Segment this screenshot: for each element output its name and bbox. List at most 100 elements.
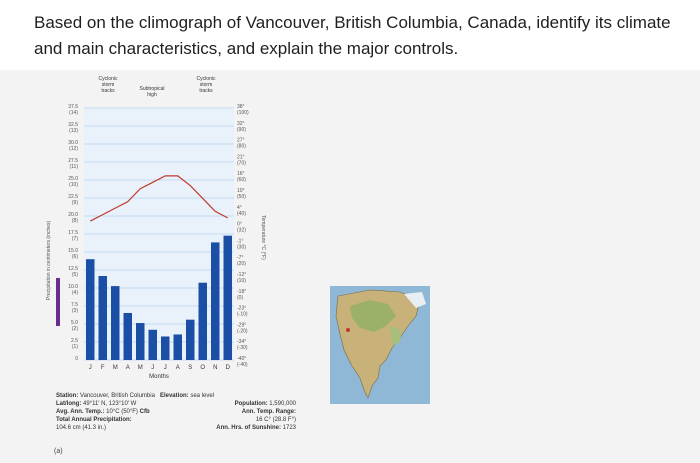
month-label: J xyxy=(151,365,154,371)
temp-tick-label: (80) xyxy=(237,144,246,150)
storm-annotation: storm xyxy=(102,82,115,88)
precip-tick-label: 7.5 xyxy=(71,302,78,308)
storm-annotation: Cyclonic xyxy=(197,76,216,82)
temp-tick-label: -18° xyxy=(237,289,246,295)
precip-tick-label: (4) xyxy=(72,290,78,296)
temp-axis-label: Temperature °C (°F) xyxy=(260,215,266,260)
precip-tick-label: (5) xyxy=(72,272,78,278)
temp-tick-label: 27° xyxy=(237,138,245,144)
temp-tick-label: -12° xyxy=(237,272,246,278)
precip-tick-label: 0 xyxy=(75,356,78,362)
temp-tick-label: (90) xyxy=(237,127,246,133)
month-label: J xyxy=(164,365,167,371)
precip-tick-label: 30.0 xyxy=(68,140,78,146)
precip-tick-label: 25.0 xyxy=(68,176,78,182)
precip-bar xyxy=(223,235,232,360)
temp-tick-label: 4° xyxy=(237,205,242,211)
precip-bar xyxy=(148,329,157,360)
precip-tick-label: (2) xyxy=(72,326,78,332)
precip-value: 104.6 cm (41.3 in.) xyxy=(56,425,107,431)
precip-tick-label: 5.0 xyxy=(71,320,78,326)
sunshine-value: 1723 xyxy=(282,425,296,431)
climate-code: Cfb xyxy=(139,409,150,415)
temp-range-value: 16 C° (28.8 F°) xyxy=(255,417,296,423)
precip-bar xyxy=(111,286,120,360)
temp-tick-label: 10° xyxy=(237,188,245,194)
temp-tick-label: -40° xyxy=(237,356,246,362)
temp-range-label: Ann. Temp. Range: xyxy=(241,409,296,415)
month-label: O xyxy=(200,365,205,371)
temp-tick-label: (30) xyxy=(237,244,246,250)
precip-bar xyxy=(186,319,195,360)
temp-tick-label: (0) xyxy=(237,295,243,301)
question-text: Based on the climograph of Vancouver, Br… xyxy=(34,13,671,58)
storm-annotation: high xyxy=(147,92,157,98)
temp-tick-label: (20) xyxy=(237,261,246,267)
precip-tick-label: 10.0 xyxy=(68,284,78,290)
climograph-figure: 37.5 (14) 32.5 (13) 30.0 (12) 27.5 (11) 25.0 (10)… xyxy=(0,70,700,463)
storm-annotation: tracks xyxy=(101,88,115,94)
temp-tick-label: 38° xyxy=(237,104,245,110)
precip-tick-label: 20.0 xyxy=(68,212,78,218)
precip-bar xyxy=(198,282,207,360)
x-axis-label: Months xyxy=(149,374,169,380)
precip-tick-label: 27.5 xyxy=(68,158,78,164)
precip-tick-label: (9) xyxy=(72,200,78,206)
temp-tick-label: (32) xyxy=(237,228,246,234)
temp-tick-label: (-20) xyxy=(237,328,248,334)
month-label: S xyxy=(188,365,192,371)
precip-tick-label: 15.0 xyxy=(68,248,78,254)
temp-tick-label: -29° xyxy=(237,322,246,328)
temp-tick-label: (100) xyxy=(237,110,249,116)
temp-tick-label: -23° xyxy=(237,306,246,312)
precip-tick-label: (3) xyxy=(72,308,78,314)
precip-bar xyxy=(98,276,107,360)
month-label: M xyxy=(113,365,118,371)
month-label: A xyxy=(176,365,180,371)
precip-tick-label: (12) xyxy=(69,146,78,152)
temp-tick-label: 21° xyxy=(237,154,245,160)
latlong-value: 49°11′ N, 123°10′ W xyxy=(83,401,137,407)
precip-bar xyxy=(173,334,182,360)
precip-bar xyxy=(86,259,95,360)
elevation-label: Elevation: xyxy=(159,393,189,399)
precip-tick-label: 2.5 xyxy=(71,338,78,344)
precip-tick-label: (7) xyxy=(72,236,78,242)
month-label: J xyxy=(89,365,92,371)
temperature-line xyxy=(89,175,229,222)
precip-tick-label: (11) xyxy=(69,164,78,170)
temp-tick-label: 32° xyxy=(237,121,245,127)
precip-tick-label: (6) xyxy=(72,254,78,260)
precip-tick-label: 37.5 xyxy=(68,104,78,110)
temp-tick-label: (-10) xyxy=(237,312,248,318)
precip-tick-label: (13) xyxy=(69,128,78,134)
population-label: Population: xyxy=(234,401,268,407)
precip-bar xyxy=(123,312,132,360)
precip-tick-label: (8) xyxy=(72,218,78,224)
storm-annotation: Subtropical xyxy=(139,86,164,92)
precip-tick-label: (1) xyxy=(72,344,78,350)
temp-tick-label: (40) xyxy=(237,211,246,217)
precip-tick-label: (14) xyxy=(69,110,78,116)
month-label: N xyxy=(213,365,217,371)
temp-tick-label: (10) xyxy=(237,278,246,284)
precip-tick-label: (10) xyxy=(69,182,78,188)
station-info: Station: Vancouver, British Columbia Ele… xyxy=(56,392,296,432)
month-label: M xyxy=(138,365,143,371)
north-america-map-icon xyxy=(330,286,430,404)
precip-bar xyxy=(136,323,145,360)
climograph-chart: 37.5(14)32.5(13)30.0(12)27.5(11)25.0(10)… xyxy=(46,76,266,380)
temp-tick-label: 16° xyxy=(237,171,245,177)
panel-label: (a) xyxy=(54,448,63,455)
sunshine-label: Ann. Hrs. of Sunshine: xyxy=(216,425,281,431)
latlong-label: Lat/long: xyxy=(56,401,82,407)
precip-tick-label: 32.5 xyxy=(68,122,78,128)
temp-tick-label: (-40) xyxy=(237,362,248,368)
month-label: D xyxy=(226,365,231,371)
precip-tick-label: 12.5 xyxy=(68,266,78,272)
temp-tick-label: -7° xyxy=(237,255,243,261)
storm-annotation: Cyclonic xyxy=(99,76,118,82)
temp-tick-label: (70) xyxy=(237,160,246,166)
precip-label: Total Annual Precipitation: xyxy=(56,417,132,423)
precip-tick-label: 17.5 xyxy=(68,230,78,236)
